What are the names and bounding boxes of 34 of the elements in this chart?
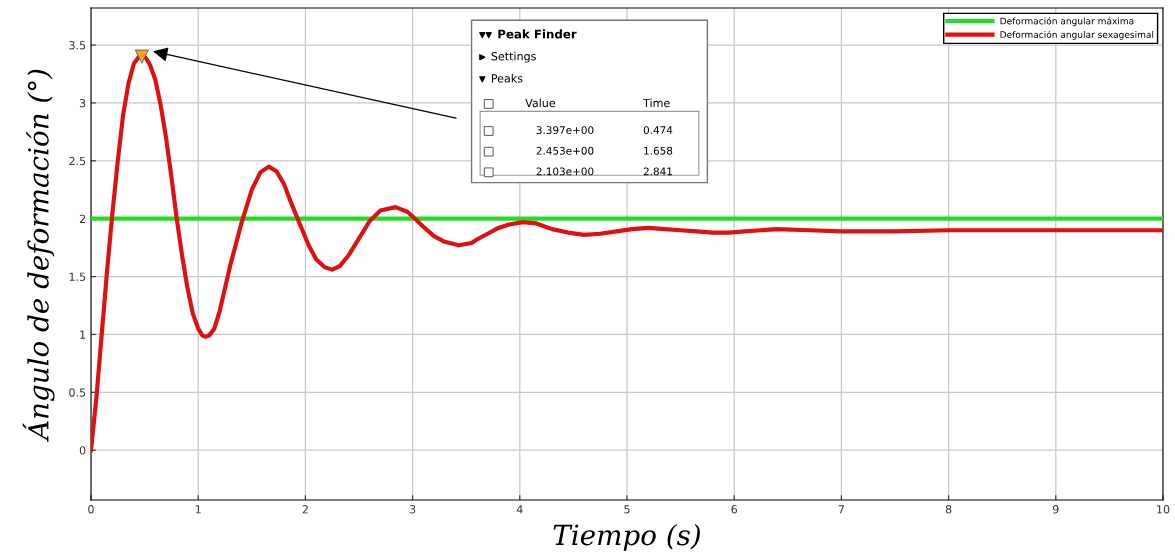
- annotation: Peak Finder: [498, 29, 577, 39]
- annotation: Time: [643, 98, 670, 108]
- legend-label: Deformación angular máxima: [1000, 17, 1134, 27]
- y-tick-label: 1: [80, 330, 86, 339]
- x-tick-label: 8: [945, 505, 952, 514]
- y-tick-label: 3: [79, 98, 86, 108]
- y-tick-label: 0.5: [69, 388, 86, 397]
- x-axis-title: Tiempo (s): [553, 523, 700, 551]
- annotation: 0.474: [643, 126, 673, 135]
- y-tick-label: 2.5: [69, 156, 86, 166]
- x-tick-label: 10: [1157, 505, 1170, 514]
- annotation: Peaks: [491, 73, 523, 83]
- x-tick-label: 6: [731, 505, 738, 514]
- annotation: 1.658: [644, 146, 673, 155]
- x-tick-label: 0: [88, 505, 94, 514]
- annotation: 2.453e+00: [536, 146, 594, 155]
- x-tick-label: 4: [516, 505, 523, 514]
- y-tick-label: 1.5: [69, 272, 86, 281]
- annotation: 3.397e+00: [536, 126, 594, 135]
- x-tick-label: 7: [838, 505, 844, 514]
- y-tick-label: 2: [79, 214, 86, 223]
- y-axis-title: Ángulo de deformación (°): [22, 69, 55, 443]
- legend-label: Deformación angular sexagesimal: [1000, 30, 1154, 40]
- x-tick-label: 2: [302, 505, 308, 514]
- y-tick-label: 3.5: [69, 41, 86, 50]
- x-tick-label: 5: [624, 505, 630, 514]
- x-tick-label: 3: [409, 505, 416, 514]
- annotation: 2.841: [643, 167, 672, 176]
- annotation: 2.103e+00: [536, 167, 594, 176]
- y-tick-label: 0: [79, 446, 86, 455]
- annotation: Value: [525, 98, 556, 108]
- x-tick-label: 9: [1052, 505, 1059, 514]
- annotation: Settings: [491, 51, 536, 63]
- x-tick-label: 1: [195, 505, 201, 514]
